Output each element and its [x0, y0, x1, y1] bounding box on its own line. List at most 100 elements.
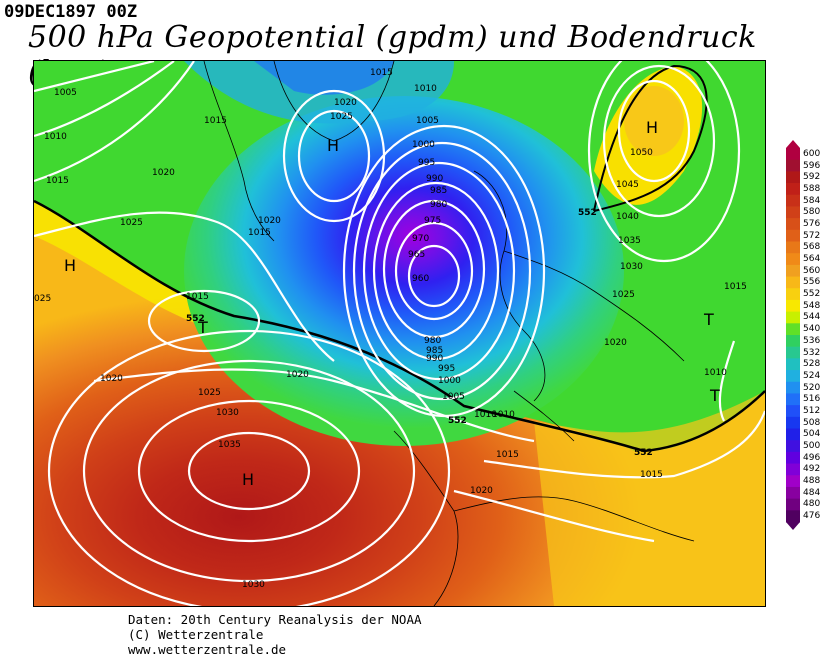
isobar-label: 1015 [204, 116, 227, 126]
isobar-label: 1020 [100, 374, 123, 384]
warm-east-region [534, 391, 765, 606]
greenland-cold-core [254, 61, 394, 95]
legend-arrow-bottom [786, 522, 800, 530]
legend-label: 596 [803, 160, 821, 171]
legend-label: 520 [803, 382, 821, 393]
legend-swatch [786, 183, 800, 196]
isobar-label: 1010 [474, 410, 497, 420]
legend-label: 508 [803, 417, 821, 428]
legend-label: 572 [803, 230, 821, 241]
isobar-label: 970 [412, 234, 429, 244]
legend-swatch [786, 381, 800, 394]
isobar-label: 985 [426, 346, 443, 356]
thickness-label: 552 [634, 448, 653, 458]
legend-arrow-top [786, 140, 800, 148]
isobar-label: 1010 [492, 410, 515, 420]
high-symbol: H [646, 118, 658, 137]
low-symbol: T [709, 386, 720, 405]
isobar-label: 1000 [412, 140, 435, 150]
isobar-label: 025 [34, 294, 51, 304]
isobar-label: 1015 [724, 282, 747, 292]
legend-label: 488 [803, 476, 821, 487]
legend-swatch [786, 405, 800, 418]
isobar-label: 1035 [618, 236, 641, 246]
high-symbol: H [242, 470, 254, 489]
isobar-label: 1000 [438, 376, 461, 386]
legend-label: 512 [803, 405, 821, 416]
high-symbol: H [64, 256, 76, 275]
legend-label: 484 [803, 487, 821, 498]
cold-low-region [184, 96, 624, 446]
legend-swatch [786, 358, 800, 371]
legend-label: 576 [803, 218, 821, 229]
legend-swatch [786, 159, 800, 172]
legend-label: 476 [803, 511, 821, 522]
isobar-label: 995 [418, 158, 435, 168]
isobar-label: 990 [426, 354, 443, 364]
isobar-labels: 1005 1010 1015 1020 1025 1015 1020 1025 … [34, 68, 747, 590]
isobar-label: 1025 [330, 112, 353, 122]
weather-map: 1005 1010 1015 1020 1025 1015 1020 1025 … [33, 60, 766, 607]
legend-swatch [786, 335, 800, 348]
legend-swatch [786, 393, 800, 406]
isobar-label: 960 [412, 274, 429, 284]
isobar-label: 1050 [630, 148, 653, 158]
isobar-label: 1030 [620, 262, 643, 272]
isobar-label: 1010 [704, 368, 727, 378]
legend-swatch [786, 288, 800, 301]
color-legend [786, 140, 800, 530]
legend-swatch [786, 194, 800, 207]
isobar-label: 1035 [218, 440, 241, 450]
credits: Daten: 20th Century Reanalysis der NOAA … [128, 612, 422, 657]
legend-label: 480 [803, 499, 821, 510]
ne-ridge-core [624, 86, 684, 156]
isobar-label: 995 [438, 364, 455, 374]
legend-label: 600 [803, 148, 821, 159]
legend-label: 532 [803, 347, 821, 358]
coastlines [203, 61, 695, 606]
legend-swatch [786, 451, 800, 465]
legend-label: 568 [803, 242, 821, 253]
legend-label: 524 [803, 370, 821, 381]
isobar-label: 985 [430, 186, 447, 196]
isobar-label: 1025 [612, 290, 635, 300]
credits-data-source: Daten: 20th Century Reanalysis der NOAA [128, 612, 422, 627]
legend-swatch [786, 510, 800, 523]
legend-swatch [786, 148, 800, 161]
legend-label: 580 [803, 207, 821, 218]
legend-label: 528 [803, 359, 821, 370]
isobar-label: 1030 [216, 408, 239, 418]
isobar-label: 1020 [470, 486, 493, 496]
credits-website: www.wetterzentrale.de [128, 642, 287, 657]
isobar-label: 1040 [616, 212, 639, 222]
legend-swatch [786, 311, 800, 324]
legend-swatch [786, 463, 800, 476]
legend-label: 504 [803, 429, 821, 440]
isobar-label: 1020 [152, 168, 175, 178]
legend-label: 564 [803, 254, 821, 265]
legend-swatch [786, 475, 800, 488]
low-symbol: T [197, 318, 208, 337]
pressure-systems: H H H H T T T [64, 118, 720, 489]
legend-label: 544 [803, 312, 821, 323]
thickness-line-ne [593, 64, 708, 212]
legend-label: 592 [803, 172, 821, 183]
legend-swatch [786, 241, 800, 254]
isobar-label: 1025 [198, 388, 221, 398]
legend-swatch [786, 253, 800, 266]
isobar-label: 980 [424, 336, 441, 346]
legend-label: 584 [803, 195, 821, 206]
isobar-label: 1005 [54, 88, 77, 98]
legend-swatch [786, 229, 800, 242]
legend-label: 548 [803, 300, 821, 311]
isobar-label: 1015 [496, 450, 519, 460]
legend-label: 556 [803, 277, 821, 288]
isobar-label: 1010 [44, 132, 67, 142]
isobar-label: 1025 [120, 218, 143, 228]
thickness-labels: 552 552 552 552 [186, 208, 653, 458]
legend-label: 560 [803, 265, 821, 276]
isobar-label: 980 [430, 200, 447, 210]
legend-swatch [786, 428, 800, 441]
legend-label: 588 [803, 183, 821, 194]
isobar-label: 975 [424, 216, 441, 226]
